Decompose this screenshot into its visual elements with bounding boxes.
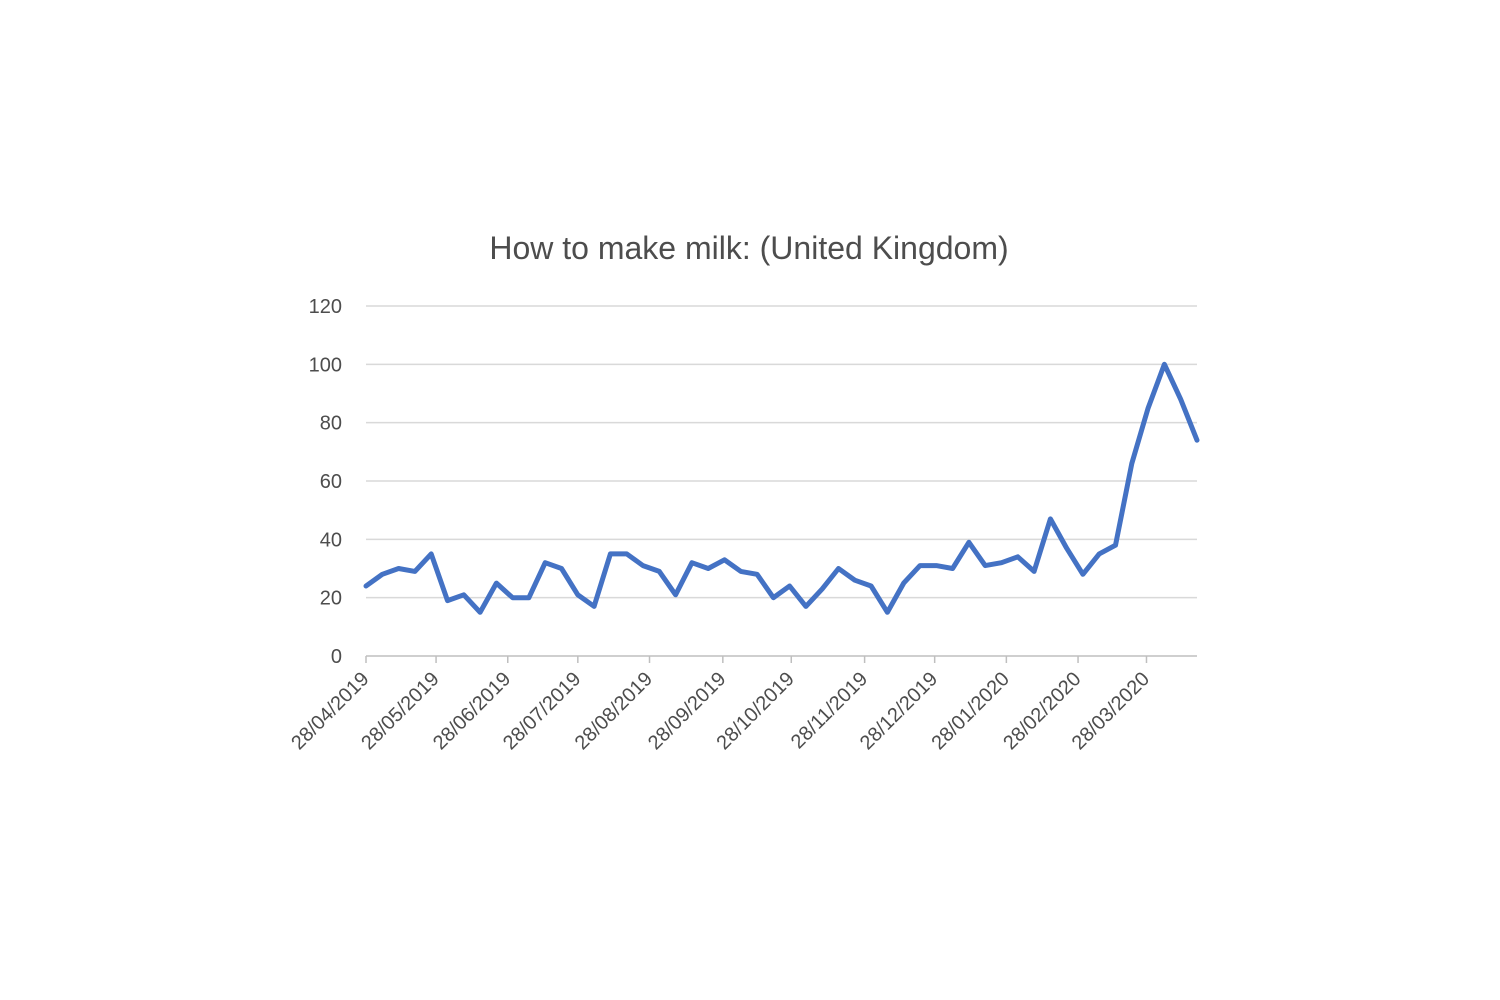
x-axis: 28/04/201928/05/201928/06/201928/07/2019…: [287, 655, 1197, 754]
y-tick-label: 60: [320, 471, 342, 493]
y-tick-label: 40: [320, 529, 342, 551]
y-tick-label: 0: [331, 646, 342, 668]
y-tick-label: 120: [309, 296, 342, 318]
series-layer: [363, 361, 1200, 615]
gridlines: [366, 305, 1197, 599]
series-line: [363, 361, 1200, 615]
y-tick-label: 100: [309, 354, 342, 376]
chart-title: How to make milk: (United Kingdom): [489, 230, 1008, 266]
y-tick-label: 80: [320, 413, 342, 435]
y-tick-label: 20: [320, 588, 342, 610]
y-axis: 0 20 40 60 80 100 120: [309, 296, 342, 668]
x-tick-label: 28/08/2019: [571, 668, 657, 754]
